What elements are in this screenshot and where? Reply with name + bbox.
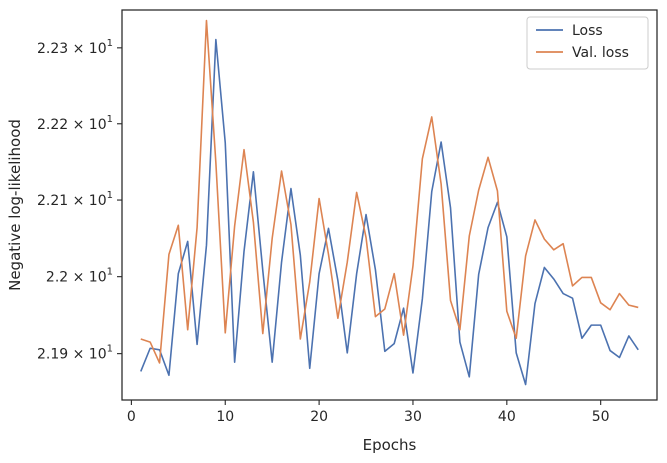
y-axis-label: Negative log-likelihood xyxy=(6,119,24,291)
x-axis-label: Epochs xyxy=(363,436,417,454)
x-tick-label: 50 xyxy=(592,409,610,425)
legend-label: Loss xyxy=(572,23,603,39)
legend: Loss Val. loss xyxy=(526,16,649,70)
y-tick-label: 2.19 × 101 xyxy=(37,344,113,363)
series-line-loss xyxy=(140,38,639,386)
x-tick-label: 30 xyxy=(404,409,422,425)
series-line-val-loss xyxy=(140,19,639,364)
y-tick-label: 2.22 × 101 xyxy=(37,114,113,133)
plot-frame xyxy=(121,9,658,401)
x-tick-label: 20 xyxy=(310,409,328,425)
y-axis-ticks: 2.19 × 101 2.2 × 101 2.21 × 101 2.22 × 101 2… xyxy=(37,38,122,363)
y-tick-label: 2.21 × 101 xyxy=(37,190,113,209)
x-tick-label: 40 xyxy=(498,409,516,425)
x-tick-label: 0 xyxy=(127,409,136,425)
y-tick-label: 2.2 × 101 xyxy=(46,267,113,286)
legend-label: Val. loss xyxy=(572,45,629,61)
series-lines xyxy=(140,19,639,386)
y-tick-label: 2.23 × 101 xyxy=(37,38,113,57)
x-axis-ticks: 0 10 20 30 40 50 xyxy=(127,400,610,425)
x-tick-label: 10 xyxy=(216,409,234,425)
